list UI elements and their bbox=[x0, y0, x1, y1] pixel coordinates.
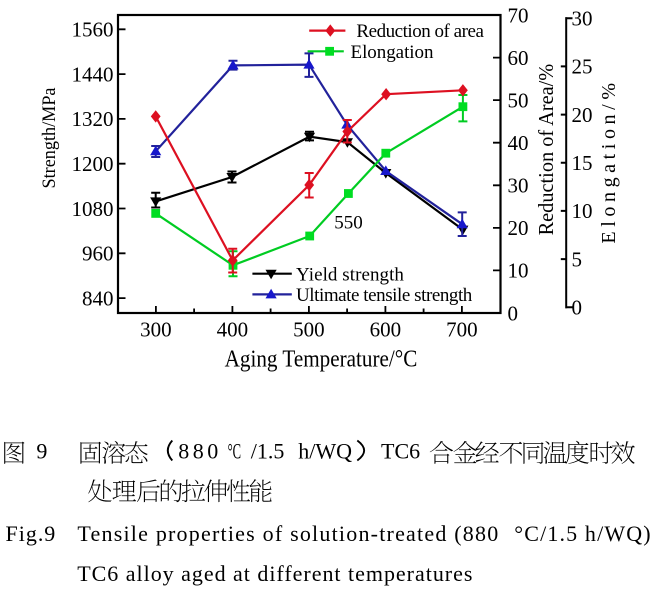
svg-text:Ultimate tensile strength: Ultimate tensile strength bbox=[296, 285, 473, 306]
svg-text:20: 20 bbox=[508, 216, 529, 240]
svg-text:10: 10 bbox=[572, 199, 593, 223]
svg-text:400: 400 bbox=[217, 317, 249, 341]
svg-text:1200: 1200 bbox=[72, 152, 114, 176]
svg-text:°C/1.5 h/WQ): °C/1.5 h/WQ) bbox=[514, 521, 650, 546]
svg-text:840: 840 bbox=[82, 286, 114, 310]
svg-text:°C: °C bbox=[228, 438, 242, 463]
svg-text:1560: 1560 bbox=[72, 18, 114, 42]
svg-text:1080: 1080 bbox=[72, 197, 114, 221]
svg-text:550: 550 bbox=[334, 213, 363, 234]
svg-text:1440: 1440 bbox=[72, 62, 114, 86]
svg-text:20: 20 bbox=[572, 103, 593, 127]
svg-text:5: 5 bbox=[572, 247, 583, 271]
svg-text:Reduction of area: Reduction of area bbox=[356, 21, 484, 42]
svg-text:50: 50 bbox=[508, 88, 529, 112]
svg-text:600: 600 bbox=[370, 317, 402, 341]
svg-text:60: 60 bbox=[508, 46, 529, 70]
svg-text:880: 880 bbox=[178, 438, 218, 463]
svg-text:500: 500 bbox=[293, 317, 325, 341]
svg-text:TC6 alloy aged at different te: TC6 alloy aged at different temperatures bbox=[77, 561, 472, 586]
svg-text:Tensile properties of solution: Tensile properties of solution-treated (… bbox=[77, 521, 498, 546]
svg-text:700: 700 bbox=[446, 317, 478, 341]
svg-text:9: 9 bbox=[36, 438, 47, 463]
svg-text:70: 70 bbox=[508, 3, 529, 27]
svg-text:Aging Temperature/°C: Aging Temperature/°C bbox=[225, 347, 418, 373]
svg-text:0: 0 bbox=[572, 296, 583, 320]
svg-text:10: 10 bbox=[508, 259, 529, 283]
svg-text:25: 25 bbox=[572, 55, 593, 79]
svg-text:h/WQ: h/WQ bbox=[298, 438, 352, 463]
svg-text:300: 300 bbox=[140, 317, 172, 341]
svg-text:Fig.9: Fig.9 bbox=[6, 521, 56, 546]
svg-text:0: 0 bbox=[508, 301, 519, 325]
svg-text:Yield strength: Yield strength bbox=[296, 264, 404, 285]
svg-text:TC6: TC6 bbox=[381, 438, 420, 463]
svg-text:960: 960 bbox=[82, 242, 114, 266]
svg-text:30: 30 bbox=[572, 7, 593, 31]
svg-text:Reduction of Area/%: Reduction of Area/% bbox=[534, 64, 558, 236]
svg-text:40: 40 bbox=[508, 131, 529, 155]
svg-text:Strength/MPa: Strength/MPa bbox=[39, 87, 60, 189]
svg-text:15: 15 bbox=[572, 151, 593, 175]
svg-text:Elongation: Elongation bbox=[351, 42, 435, 63]
svg-text:1320: 1320 bbox=[72, 107, 114, 131]
svg-text:/1.5: /1.5 bbox=[251, 438, 285, 463]
svg-text:30: 30 bbox=[508, 174, 529, 198]
